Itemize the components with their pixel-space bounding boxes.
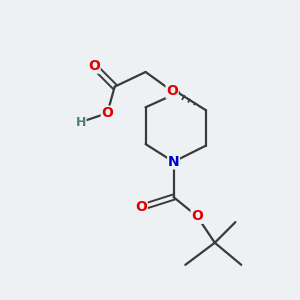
Text: O: O	[191, 209, 203, 223]
Text: O: O	[88, 59, 100, 73]
Text: O: O	[101, 106, 113, 120]
Text: O: O	[166, 84, 178, 98]
Text: O: O	[135, 200, 147, 214]
Text: H: H	[76, 116, 86, 128]
Text: N: N	[168, 155, 179, 169]
